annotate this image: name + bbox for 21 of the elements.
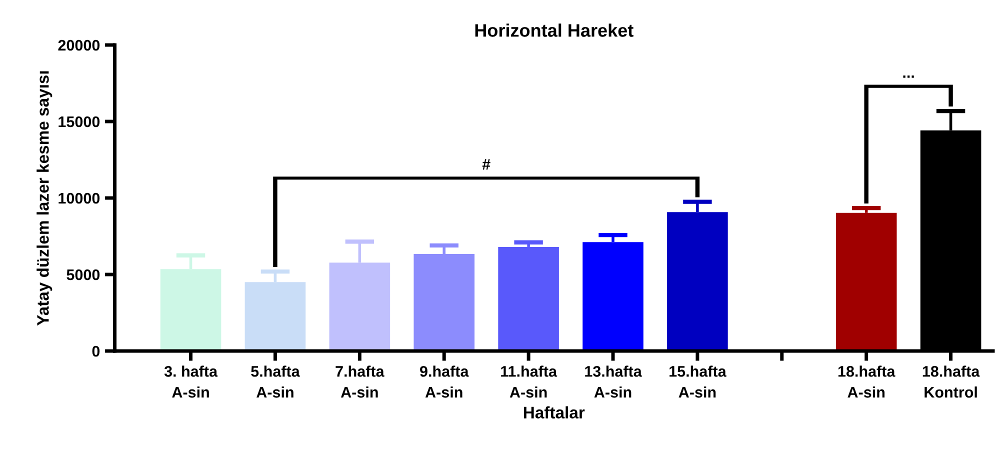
y-tick-label: 0 <box>92 346 100 357</box>
y-tick-label: 10000 <box>58 192 100 204</box>
y-tick-label: 15000 <box>58 116 100 128</box>
bar <box>836 212 897 351</box>
x-tick-label: 3. hafta A-sin <box>164 366 218 398</box>
bar <box>498 246 559 351</box>
x-tick-label: 5.hafta A-sin <box>251 366 300 398</box>
y-tick-label: 20000 <box>58 40 100 51</box>
x-axis-title: Haftalar <box>524 406 585 419</box>
y-axis-title: Yatay düzlem lazer kesme sayısı <box>36 71 52 326</box>
x-tick-label: 15.hafta A-sin <box>670 366 726 398</box>
x-tick-label: 18.hafta Kontrol <box>922 366 980 398</box>
x-tick-label: 18.hafta A-sin <box>838 366 896 398</box>
x-tick-label: 9.hafta A-sin <box>420 366 469 398</box>
annotation: ... <box>903 76 914 78</box>
x-tick-label: 11.hafta A-sin <box>501 366 558 398</box>
y-tick-label: 5000 <box>66 269 100 280</box>
x-tick-label: 13.hafta A-sin <box>585 366 642 398</box>
chart-title: Horizontal Hareket <box>475 24 634 37</box>
annotation: # <box>482 159 490 170</box>
x-tick-label: 7.hafta A-sin <box>336 366 384 398</box>
